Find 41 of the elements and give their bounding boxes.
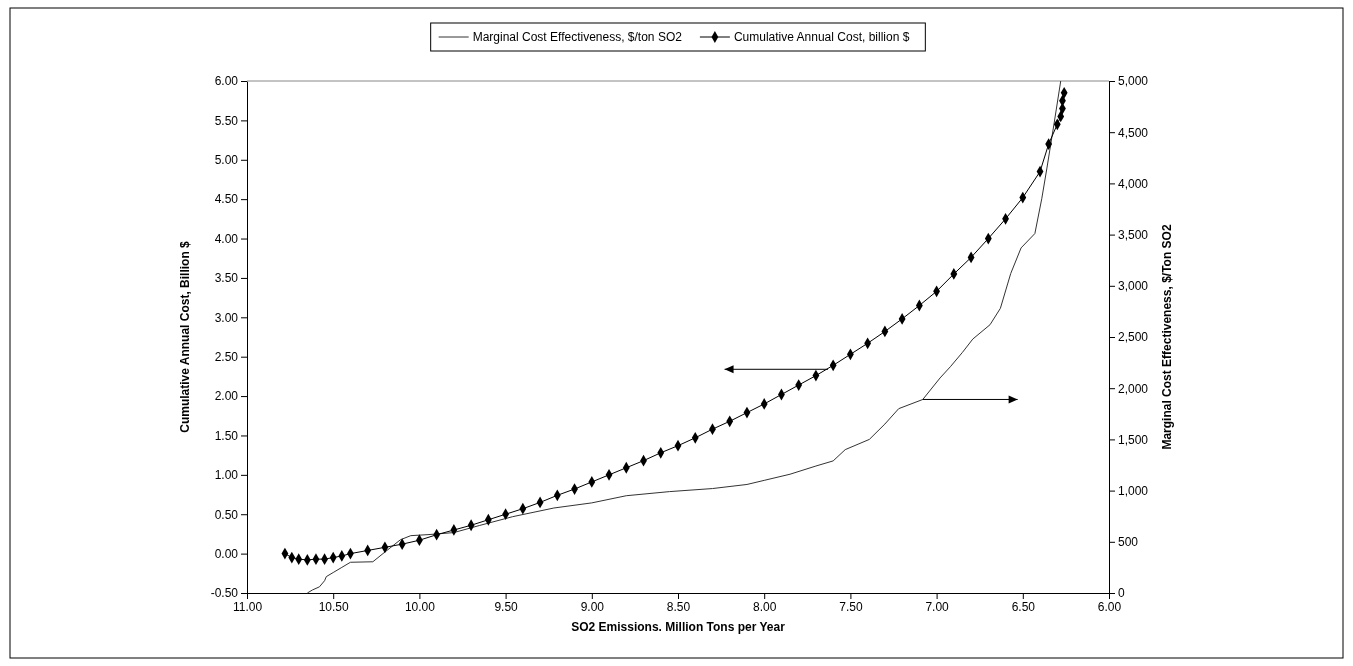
y-tick-label: 2.50 (214, 350, 239, 365)
y-tick-label: 5.50 (214, 113, 239, 128)
x-tick-label: 9.50 (494, 599, 519, 614)
y2-tick-label: 4,000 (1118, 176, 1149, 191)
y-tick-label: -0.50 (210, 586, 239, 601)
x-tick-label: 9.00 (580, 599, 605, 614)
x-tick-label: 10.50 (318, 599, 350, 614)
y-tick-label: 4.50 (214, 192, 239, 207)
x-tick-label: 6.50 (1011, 599, 1036, 614)
y2-tick-label: 3,000 (1118, 279, 1149, 294)
x-axis-title: SO2 Emissions. Million Tons per Year (571, 620, 786, 634)
y-tick-label: 3.00 (214, 310, 239, 325)
x-tick-label: 6.00 (1097, 599, 1122, 614)
x-tick-label: 7.50 (839, 599, 863, 614)
y-tick-label: 1.50 (214, 428, 239, 443)
y2-axis-title: Marginal Cost Effectiveness, $/Ton SO2 (1160, 224, 1174, 450)
y2-tick-label: 0 (1118, 586, 1125, 601)
y2-tick-label: 2,500 (1118, 330, 1149, 345)
y-axis-title: Cumulative Annual Cost, Billion $ (178, 240, 192, 433)
y-tick-label: 3.50 (214, 271, 239, 286)
y2-tick-label: 4,500 (1118, 125, 1149, 140)
legend-label: Cumulative Annual Cost, billion $ (733, 30, 910, 44)
y2-tick-label: 5,000 (1118, 74, 1149, 89)
y2-tick-label: 1,000 (1118, 483, 1149, 498)
y-tick-label: 4.00 (214, 231, 239, 246)
y2-tick-label: 500 (1118, 535, 1139, 550)
x-tick-label: 10.00 (404, 599, 436, 614)
y2-tick-label: 3,500 (1118, 227, 1149, 242)
y2-tick-label: 2,000 (1118, 381, 1149, 396)
y-tick-label: 5.00 (214, 153, 239, 168)
x-tick-label: 8.00 (753, 599, 777, 614)
legend-label: Marginal Cost Effectiveness, $/ton SO2 (472, 30, 683, 44)
y-tick-label: 2.00 (214, 389, 239, 404)
x-tick-label: 8.50 (666, 599, 691, 614)
y-tick-label: 6.00 (214, 74, 239, 89)
y2-tick-label: 1,500 (1118, 432, 1149, 447)
y-tick-label: 1.00 (214, 468, 239, 483)
y-tick-label: 0.00 (214, 546, 239, 561)
x-tick-label: 7.00 (925, 599, 950, 614)
x-tick-label: 11.00 (232, 599, 263, 614)
y-tick-label: 0.50 (214, 507, 239, 522)
